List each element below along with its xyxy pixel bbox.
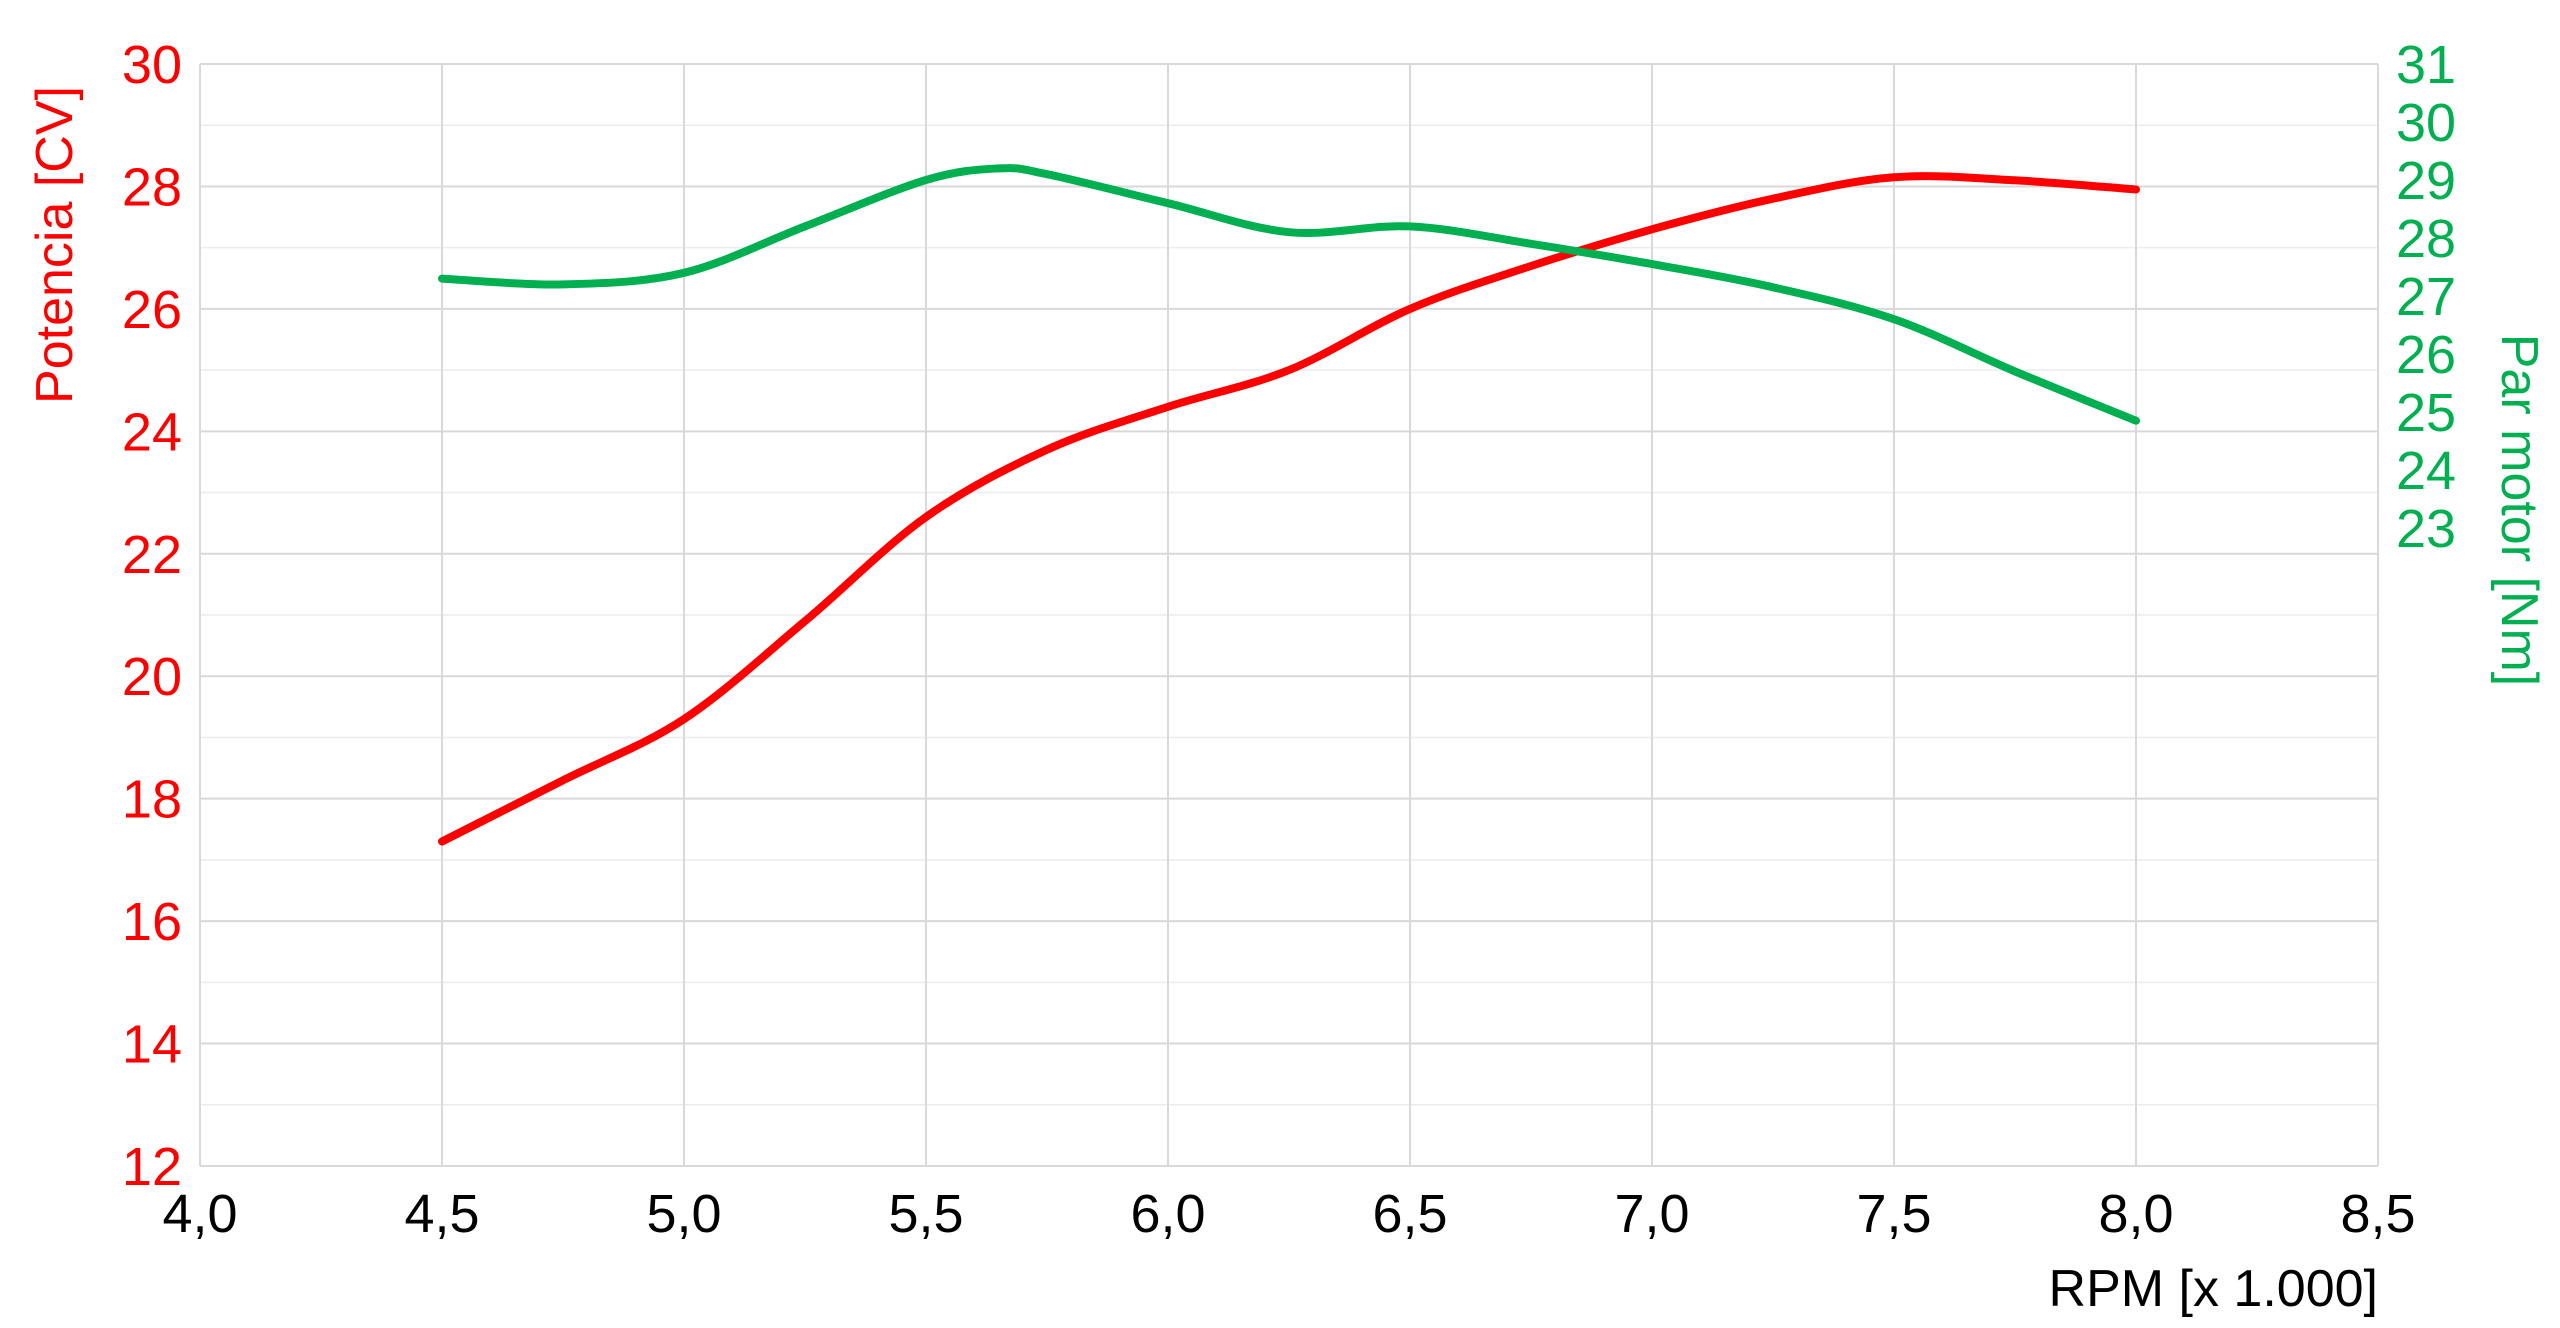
right-tick-label: 28 <box>2396 209 2456 269</box>
right-tick-label: 27 <box>2396 267 2456 327</box>
right-tick-label: 29 <box>2396 151 2456 211</box>
right-tick-label: 26 <box>2396 325 2456 385</box>
left-tick-label: 28 <box>122 157 182 217</box>
left-tick-label: 18 <box>122 770 182 830</box>
left-tick-label: 26 <box>122 280 182 340</box>
potencia-line <box>438 172 2140 846</box>
left-axis-ticks: 12 14 16 18 20 22 24 26 28 30 <box>122 35 182 1197</box>
left-tick-label: 12 <box>122 1137 182 1197</box>
x-tick-label: 4,5 <box>404 1184 479 1244</box>
left-tick-label: 14 <box>122 1015 182 1075</box>
right-tick-label: 31 <box>2396 35 2456 95</box>
left-axis-title: Potencia [CV] <box>26 86 84 404</box>
right-tick-label: 30 <box>2396 93 2456 153</box>
left-tick-label: 22 <box>122 525 182 585</box>
right-tick-label: 25 <box>2396 383 2456 443</box>
left-tick-label: 16 <box>122 892 182 952</box>
x-tick-label: 5,5 <box>888 1184 963 1244</box>
par-motor-line <box>438 164 2140 425</box>
x-tick-label: 5,0 <box>646 1184 721 1244</box>
x-tick-label: 6,5 <box>1372 1184 1447 1244</box>
right-tick-label: 24 <box>2396 441 2456 501</box>
x-tick-label: 6,0 <box>1130 1184 1205 1244</box>
x-tick-label: 7,0 <box>1614 1184 1689 1244</box>
x-tick-label: 8,5 <box>2340 1184 2415 1244</box>
x-axis-title: RPM [x 1.000] <box>2049 1260 2378 1318</box>
x-axis-ticks: 4,0 4,5 5,0 5,5 6,0 6,5 7,0 7,5 8,0 8,5 <box>162 1184 2415 1244</box>
series-lines <box>438 164 2140 846</box>
left-tick-label: 20 <box>122 647 182 707</box>
left-tick-label: 30 <box>122 35 182 95</box>
x-tick-label: 7,5 <box>1856 1184 1931 1244</box>
x-tick-label: 8,0 <box>2098 1184 2173 1244</box>
right-tick-label: 23 <box>2396 499 2456 559</box>
x-tick-label: 4,0 <box>162 1184 237 1244</box>
right-axis-title: Par motor [Nm] <box>2490 334 2548 687</box>
left-tick-label: 24 <box>122 402 182 462</box>
